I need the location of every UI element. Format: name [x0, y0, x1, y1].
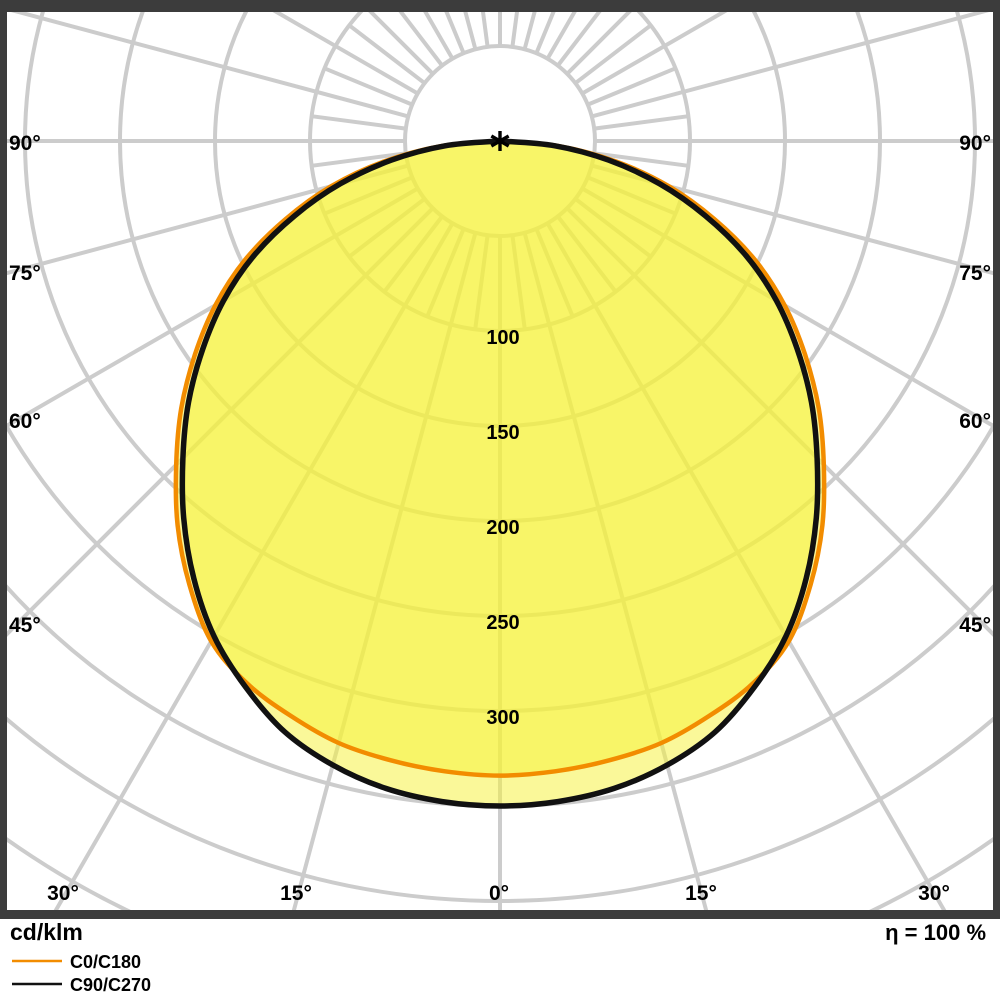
grid-spoke-minor: [587, 66, 677, 107]
curve-C0-C180: [173, 138, 827, 778]
intensity-lobes: [173, 138, 827, 809]
efficiency-label: η = 100 %: [885, 920, 986, 945]
ring-label-100: 100: [486, 327, 519, 349]
marker-stroke: [490, 134, 510, 148]
angle-label-left-60: 60°: [9, 410, 41, 433]
grid-spoke-minor: [323, 66, 413, 107]
angle-label-bottom-30r: 30°: [918, 882, 950, 905]
grid-spoke-major: [591, 12, 990, 119]
curve-C90-C270: [179, 138, 821, 809]
angle-label-right-90: 90°: [959, 132, 991, 155]
center-asterisk-marker: [490, 131, 510, 151]
legend-label-c0-c180: C0/C180: [70, 952, 141, 972]
grid-spoke-major: [10, 12, 409, 119]
grid-spoke-minor: [593, 114, 689, 131]
angle-label-right-45: 45°: [959, 614, 991, 637]
grid-spoke-minor: [556, 12, 602, 67]
grid-spoke-minor: [574, 23, 652, 85]
grid-spoke-minor: [510, 12, 520, 48]
legend: C0/C180 C90/C270: [12, 952, 151, 995]
angle-label-left-75: 75°: [9, 262, 41, 285]
grid-spoke-minor: [444, 12, 466, 54]
grid-spoke-minor: [398, 12, 444, 67]
angle-label-left-45: 45°: [9, 614, 41, 637]
ring-label-150: 150: [486, 422, 519, 444]
angle-label-bottom-15r: 15°: [685, 882, 717, 905]
angle-label-bottom-0: 0°: [489, 882, 509, 905]
ring-label-250: 250: [486, 612, 519, 634]
grid-spoke-minor: [311, 151, 407, 168]
lobe-fill-C90-C270: [182, 141, 818, 806]
legend-label-c90-c270: C90/C270: [70, 975, 151, 995]
grid-spoke-minor: [593, 151, 689, 168]
grid-spoke-minor: [480, 12, 490, 48]
angle-label-bottom-30l: 30°: [47, 882, 79, 905]
angle-label-right-75: 75°: [959, 262, 991, 285]
ring-label-200: 200: [486, 517, 519, 539]
unit-label: cd/klm: [10, 919, 83, 945]
angle-label-bottom-15l: 15°: [280, 882, 312, 905]
grid-spoke-major: [7, 163, 409, 276]
grid-spoke-minor: [311, 114, 407, 131]
ring-label-300: 300: [486, 707, 519, 729]
grid-spoke-major: [591, 163, 993, 276]
grid-spoke-minor: [348, 23, 426, 85]
angle-label-left-90: 90°: [9, 132, 41, 155]
grid-spoke-minor: [534, 12, 556, 54]
angle-label-right-60: 60°: [959, 410, 991, 433]
